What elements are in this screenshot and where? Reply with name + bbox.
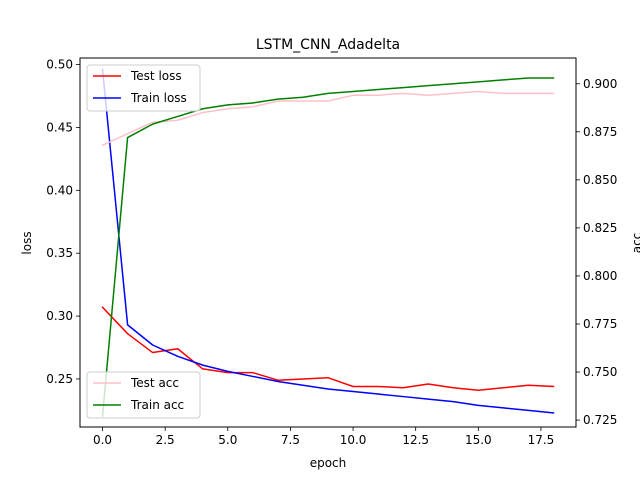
legend-label: Test acc — [130, 376, 179, 390]
series-lines — [101, 68, 555, 418]
y-axis-ticks: 0.25 0.30 0.35 0.40 0.45 0.50 — [46, 58, 80, 386]
y-tick-label: 0.35 — [46, 246, 73, 260]
x-tick-label: 17.5 — [528, 433, 555, 447]
x-tick-label: 0.0 — [93, 433, 112, 447]
y2-axis-label: acc — [630, 233, 640, 254]
legend-lower-left: Test acc Train acc — [86, 371, 201, 419]
legend-label: Test loss — [130, 69, 182, 83]
y-tick-label: 0.45 — [46, 120, 73, 134]
y2-tick-label: 0.725 — [583, 413, 617, 427]
legend-label: Train loss — [130, 91, 187, 105]
x-tick-label: 15.0 — [465, 433, 492, 447]
y2-tick-label: 0.900 — [583, 77, 617, 91]
y-tick-label: 0.25 — [46, 372, 73, 386]
y-tick-label: 0.40 — [46, 183, 73, 197]
x-tick-label: 12.5 — [402, 433, 429, 447]
x-tick-label: 10.0 — [340, 433, 367, 447]
plot-frame — [79, 57, 577, 428]
y-axis-label: loss — [20, 231, 34, 254]
y-tick-label: 0.30 — [46, 309, 73, 323]
y2-tick-label: 0.850 — [583, 173, 617, 187]
legend-label: Train acc — [130, 398, 184, 412]
y-tick-label: 0.50 — [46, 58, 73, 72]
series-line-test-loss — [101, 306, 555, 392]
series-line-test-acc — [101, 90, 555, 147]
x-tick-label: 2.5 — [156, 433, 175, 447]
x-axis-label: epoch — [310, 456, 347, 470]
x-axis-ticks: 0.0 2.5 5.0 7.5 10.0 12.5 15.0 17.5 — [93, 427, 554, 447]
x-tick-label: 7.5 — [281, 433, 300, 447]
chart-title: LSTM_CNN_Adadelta — [256, 37, 400, 53]
legend-upper-left: Test loss Train loss — [86, 64, 201, 112]
y2-tick-label: 0.800 — [583, 269, 617, 283]
y2-axis-ticks: 0.725 0.750 0.775 0.800 0.825 0.850 0.875 0.900 — [576, 77, 617, 427]
series-line-train-loss — [101, 68, 555, 414]
y2-tick-label: 0.775 — [583, 317, 617, 331]
series-line-train-acc — [101, 77, 555, 418]
y2-tick-label: 0.825 — [583, 221, 617, 235]
legends: Test loss Train loss Test acc Train acc — [86, 64, 201, 419]
x-tick-label: 5.0 — [218, 433, 237, 447]
y2-tick-label: 0.750 — [583, 365, 617, 379]
y2-tick-label: 0.875 — [583, 125, 617, 139]
